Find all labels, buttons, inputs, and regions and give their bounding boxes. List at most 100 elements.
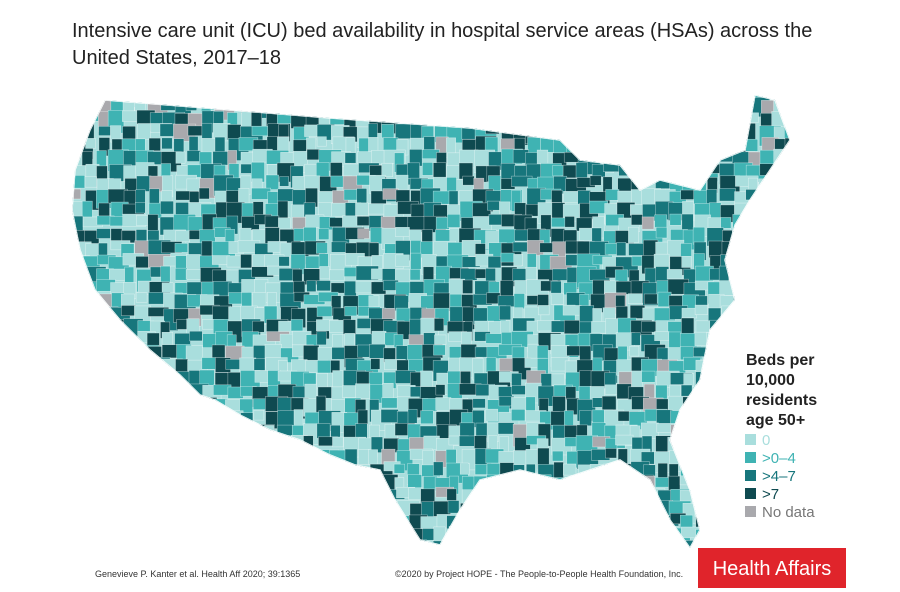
region xyxy=(60,501,72,510)
region xyxy=(719,125,735,149)
region xyxy=(563,98,585,115)
region xyxy=(176,450,197,467)
region xyxy=(514,280,528,296)
region xyxy=(225,514,235,538)
region xyxy=(719,95,739,97)
region xyxy=(670,149,686,161)
region xyxy=(472,515,492,533)
region xyxy=(72,164,74,178)
region xyxy=(81,463,102,475)
region xyxy=(162,386,177,400)
region xyxy=(239,425,261,449)
region xyxy=(381,501,398,512)
region xyxy=(305,528,316,546)
region xyxy=(135,398,147,410)
region xyxy=(316,280,331,292)
region xyxy=(785,99,790,118)
region xyxy=(590,487,612,508)
region xyxy=(200,451,219,470)
region xyxy=(135,359,148,383)
region xyxy=(538,474,552,497)
region xyxy=(579,529,603,545)
region xyxy=(253,489,272,513)
region xyxy=(706,149,719,165)
region xyxy=(147,552,168,564)
region xyxy=(319,266,330,280)
region xyxy=(238,527,249,538)
region xyxy=(267,488,282,508)
region xyxy=(369,343,386,359)
region xyxy=(135,514,154,532)
region xyxy=(682,151,699,161)
region xyxy=(576,475,599,492)
region xyxy=(642,139,665,155)
region xyxy=(474,464,488,475)
region xyxy=(719,280,740,296)
region xyxy=(82,502,103,522)
region xyxy=(393,463,405,474)
legend: Beds per 10,000 residents age 50+ 0>0–4>4–7>… xyxy=(745,352,817,521)
region xyxy=(355,95,375,105)
region xyxy=(266,449,286,466)
region xyxy=(253,358,266,371)
region xyxy=(160,435,183,455)
region xyxy=(343,97,366,108)
region xyxy=(720,411,736,421)
region xyxy=(58,320,70,330)
region xyxy=(343,319,356,335)
region xyxy=(589,473,609,484)
region xyxy=(123,411,138,434)
region xyxy=(617,110,628,129)
region xyxy=(57,331,68,345)
region xyxy=(355,475,376,489)
region xyxy=(331,241,348,253)
region xyxy=(734,97,748,119)
region xyxy=(147,214,159,232)
region xyxy=(434,99,456,123)
region xyxy=(319,99,333,121)
region xyxy=(656,555,672,570)
region xyxy=(537,95,558,102)
region xyxy=(761,320,775,340)
region xyxy=(82,487,97,502)
region xyxy=(488,111,506,130)
region xyxy=(265,95,289,97)
region xyxy=(83,515,102,535)
region xyxy=(318,228,330,240)
region xyxy=(82,450,99,472)
region xyxy=(705,464,716,483)
region xyxy=(615,500,634,520)
region xyxy=(785,266,790,278)
region xyxy=(406,528,425,544)
region xyxy=(251,500,264,516)
region xyxy=(706,513,720,535)
region xyxy=(640,501,660,522)
region xyxy=(214,436,228,450)
region xyxy=(617,345,628,362)
region xyxy=(201,240,213,258)
region xyxy=(511,502,524,520)
region xyxy=(603,515,627,538)
region xyxy=(565,126,583,138)
region xyxy=(120,359,136,370)
region xyxy=(72,281,85,298)
region xyxy=(133,411,155,430)
region xyxy=(136,490,154,506)
region xyxy=(629,526,644,542)
region xyxy=(629,97,644,121)
region xyxy=(121,396,138,411)
region xyxy=(72,306,86,327)
legend-label: >4–7 xyxy=(762,468,796,485)
legend-swatch xyxy=(745,434,756,445)
region xyxy=(592,357,603,373)
region xyxy=(707,109,730,123)
region xyxy=(211,344,226,359)
region xyxy=(472,501,489,523)
region xyxy=(497,514,511,529)
region xyxy=(150,477,174,496)
region xyxy=(604,490,625,507)
region xyxy=(668,137,691,153)
region xyxy=(565,516,585,530)
logo: Health Affairs xyxy=(713,558,832,580)
region xyxy=(162,95,185,107)
